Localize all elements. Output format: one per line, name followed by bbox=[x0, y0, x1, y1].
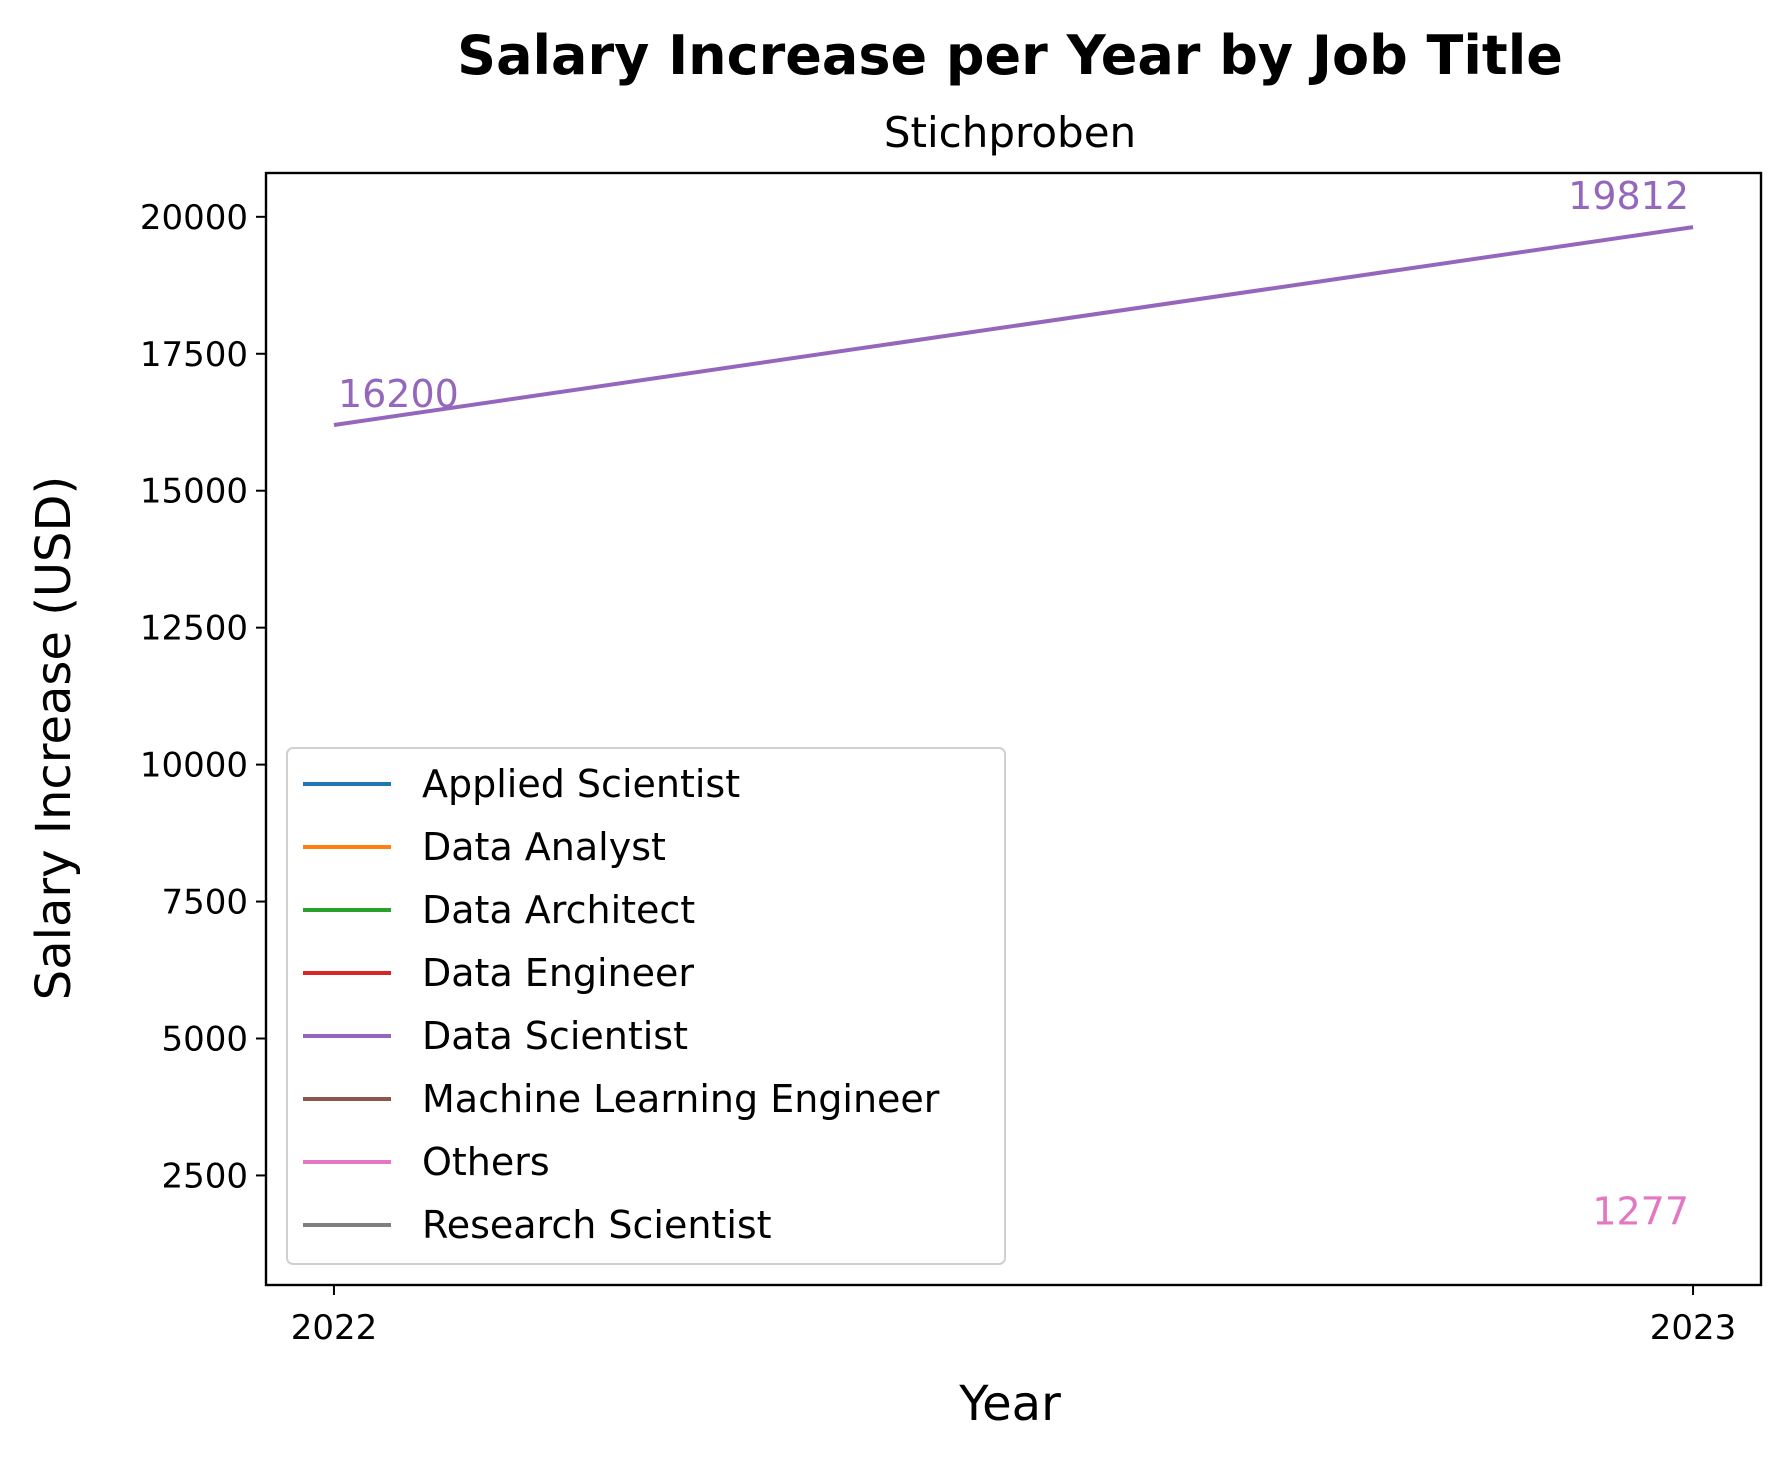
x-tick-label: 2023 bbox=[1650, 1308, 1737, 1348]
y-tick-label: 17500 bbox=[140, 335, 248, 375]
legend-label-applied-scientist: Applied Scientist bbox=[422, 762, 740, 806]
data-label-data-scientist: 16200 bbox=[338, 372, 459, 416]
y-tick-label: 15000 bbox=[140, 472, 248, 512]
y-tick-label: 10000 bbox=[140, 746, 248, 786]
legend-label-others: Others bbox=[422, 1140, 550, 1184]
chart-subtitle: Stichproben bbox=[884, 108, 1136, 157]
legend-label-data-engineer: Data Engineer bbox=[422, 951, 694, 995]
series-line-data-scientist bbox=[333, 225, 1694, 427]
plot-frame bbox=[264, 171, 1763, 1287]
x-axis-label: Year bbox=[958, 1376, 1061, 1432]
y-tick-label: 20000 bbox=[140, 198, 248, 238]
y-axis-label: Salary Increase (USD) bbox=[26, 476, 82, 1000]
x-tick-label: 2022 bbox=[291, 1308, 378, 1348]
y-tick-label: 12500 bbox=[140, 609, 248, 649]
plot-area: 16200 19812 1277 bbox=[333, 174, 1694, 1233]
legend: Applied Scientist Data Analyst Data Archit… bbox=[286, 747, 1006, 1265]
y-tick-label: 7500 bbox=[161, 883, 248, 923]
legend-label-data-scientist: Data Scientist bbox=[422, 1014, 688, 1058]
legend-label-machine-learning-engineer: Machine Learning Engineer bbox=[422, 1077, 940, 1121]
axes: 2500 5000 7500 10000 12500 15000 17500 20000 202… bbox=[140, 198, 1736, 1348]
data-label-data-scientist: 19812 bbox=[1568, 174, 1689, 218]
y-tick-label: 5000 bbox=[161, 1019, 248, 1059]
data-label-others: 1277 bbox=[1592, 1189, 1689, 1233]
legend-label-data-analyst: Data Analyst bbox=[422, 825, 666, 869]
legend-label-data-architect: Data Architect bbox=[422, 888, 695, 932]
legend-box bbox=[286, 747, 1006, 1265]
y-tick-label: 2500 bbox=[161, 1156, 248, 1196]
legend-label-research-scientist: Research Scientist bbox=[422, 1203, 772, 1247]
chart-title: Salary Increase per Year by Job Title bbox=[457, 24, 1563, 87]
